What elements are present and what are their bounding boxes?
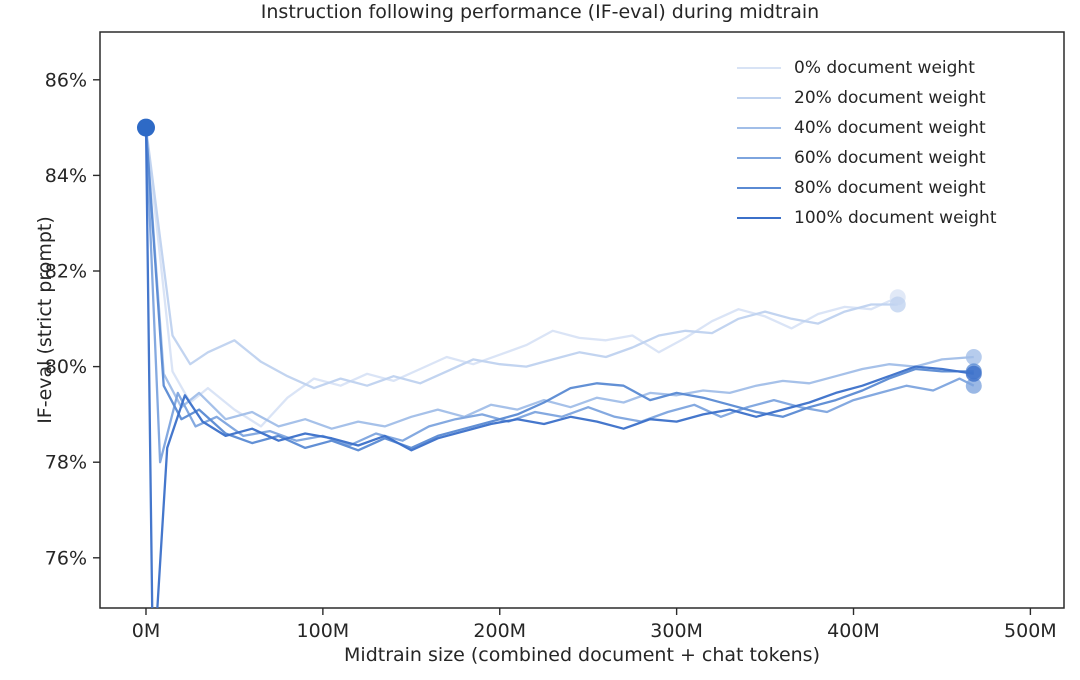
legend-label-60pct: 60% document weight (794, 148, 986, 168)
legend-label-80pct: 80% document weight (794, 178, 986, 198)
legend-label-40pct: 40% document weight (794, 118, 986, 138)
legend-line-swatch-60pct (737, 157, 781, 159)
series-line-60pct (144, 127, 975, 464)
x-tick-label: 100M (297, 620, 350, 642)
end-marker-20pct (889, 296, 906, 313)
end-marker-100pct (965, 365, 982, 382)
y-axis-label: IF-eval (strict prompt) (34, 216, 56, 424)
legend-label-20pct: 20% document weight (794, 88, 986, 108)
legend-line-swatch-40pct (737, 127, 781, 129)
series-line-40pct (144, 127, 974, 430)
end-marker-40pct (965, 349, 982, 366)
series-group (144, 127, 975, 608)
legend-item-0pct: 0% document weight (737, 53, 997, 83)
x-tick-label: 200M (473, 620, 526, 642)
end-marker-60pct (965, 377, 982, 394)
x-tick-label: 500M (1004, 620, 1057, 642)
series-line-20pct (144, 127, 898, 390)
legend-line-swatch-80pct (737, 187, 781, 189)
x-tick-label: 0M (132, 620, 160, 642)
legend-item-60pct: 60% document weight (737, 143, 997, 173)
x-tick-label: 300M (650, 620, 703, 642)
legend-line-swatch-100pct (737, 217, 781, 219)
start-marker (136, 118, 155, 137)
legend: 0% document weight 20% document weight 40%… (737, 53, 997, 233)
series-line-0pct (144, 127, 899, 428)
y-tick-label: 80% (45, 356, 87, 378)
y-tick-label: 82% (45, 261, 87, 283)
legend-line-swatch-20pct (737, 97, 781, 99)
legend-item-40pct: 40% document weight (737, 113, 997, 143)
x-axis-label: Midtrain size (combined document + chat … (344, 644, 820, 666)
x-tick-label: 400M (827, 620, 880, 642)
chart-title: Instruction following performance (IF-ev… (260, 1, 820, 23)
axes-spines (99, 31, 1065, 609)
legend-item-20pct: 20% document weight (737, 83, 997, 113)
series-line-80pct (144, 127, 974, 452)
y-tick-label: 78% (45, 452, 87, 474)
legend-item-100pct: 100% document weight (737, 203, 997, 233)
legend-item-80pct: 80% document weight (737, 173, 997, 203)
legend-label-0pct: 0% document weight (794, 58, 975, 78)
y-tick-label: 76% (45, 547, 87, 569)
legend-label-100pct: 100% document weight (794, 208, 997, 228)
y-tick-label: 84% (45, 165, 87, 187)
series-line-100pct (144, 127, 974, 608)
legend-line-swatch-0pct (737, 67, 781, 69)
y-tick-label: 86% (45, 69, 87, 91)
